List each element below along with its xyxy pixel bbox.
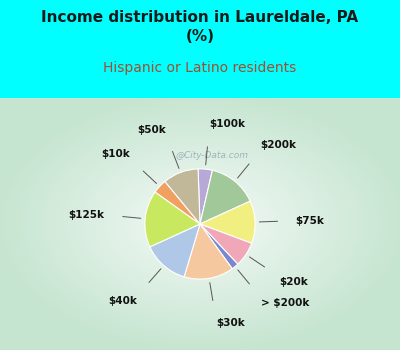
- Wedge shape: [184, 224, 232, 279]
- Text: $10k: $10k: [101, 149, 130, 159]
- Text: $75k: $75k: [296, 216, 324, 226]
- Text: $40k: $40k: [108, 296, 137, 306]
- Text: $30k: $30k: [216, 318, 244, 328]
- Wedge shape: [200, 224, 238, 269]
- Wedge shape: [145, 192, 200, 247]
- Wedge shape: [150, 224, 200, 277]
- Text: $100k: $100k: [209, 119, 245, 129]
- Text: Hispanic or Latino residents: Hispanic or Latino residents: [103, 61, 297, 75]
- Text: @City-Data.com: @City-Data.com: [176, 151, 249, 160]
- Text: > $200k: > $200k: [261, 298, 309, 308]
- Wedge shape: [200, 170, 250, 224]
- Text: $20k: $20k: [280, 277, 308, 287]
- Wedge shape: [200, 224, 252, 264]
- Text: $200k: $200k: [260, 140, 296, 150]
- Wedge shape: [165, 169, 200, 224]
- Text: Income distribution in Laureldale, PA
(%): Income distribution in Laureldale, PA (%…: [42, 10, 358, 44]
- Wedge shape: [198, 169, 212, 224]
- Wedge shape: [200, 201, 255, 243]
- Text: $125k: $125k: [69, 210, 105, 220]
- Wedge shape: [155, 181, 200, 224]
- Text: $50k: $50k: [137, 125, 166, 134]
